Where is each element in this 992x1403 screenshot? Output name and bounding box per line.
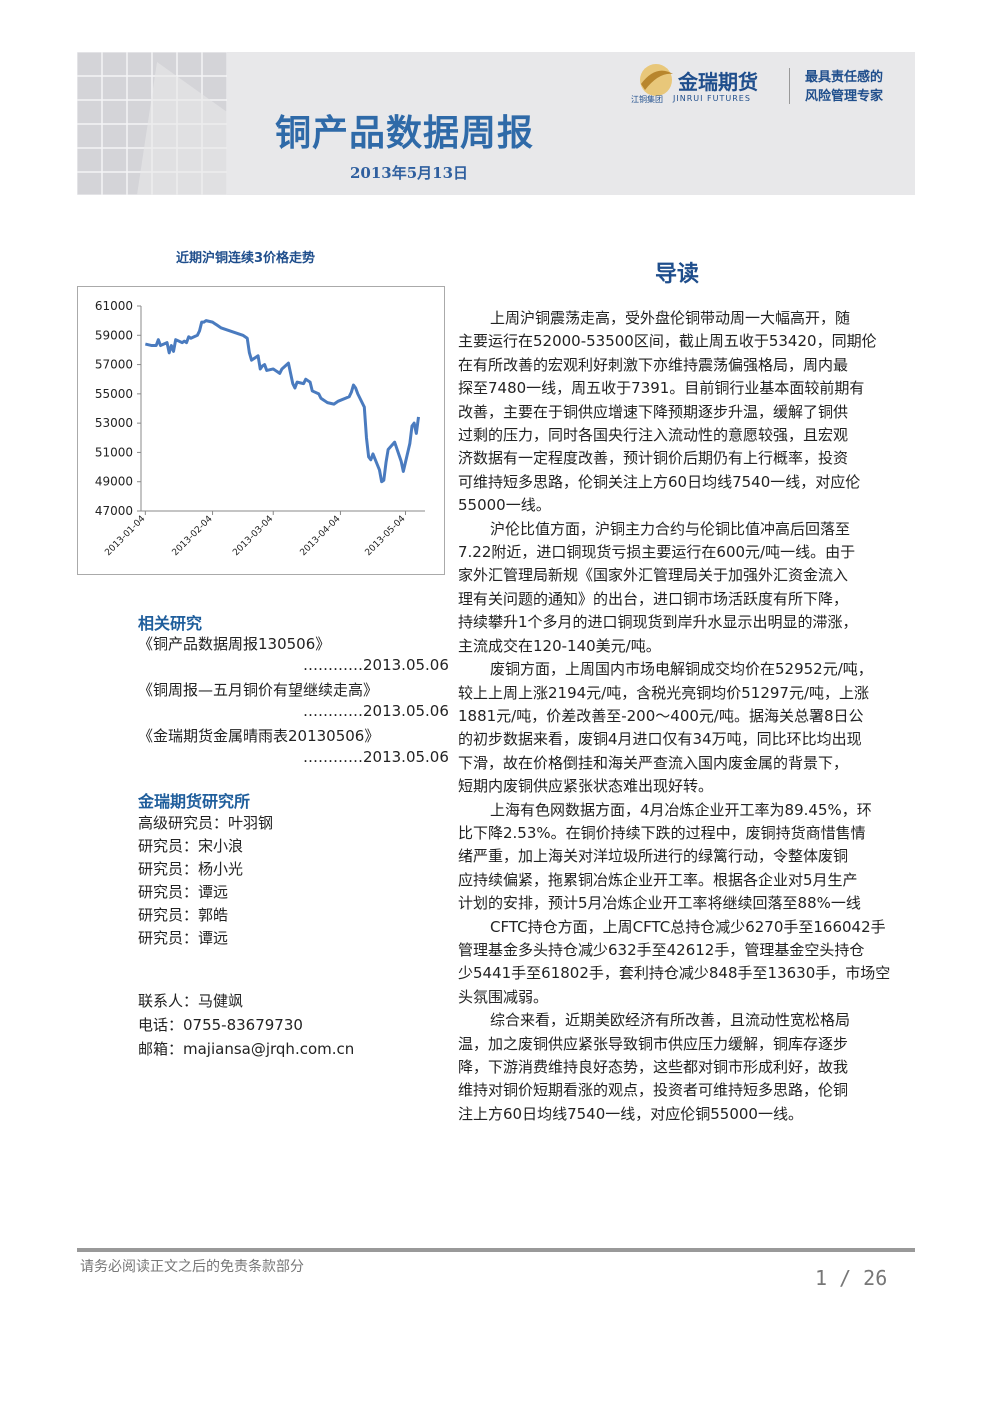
body-line: 过剩的压力，同时各国央行注入流动性的意愿较强，且宏观 [458,426,849,445]
body-line: 综合来看，近期美欧经济有所改善，且流动性宽松格局 [490,1011,851,1030]
member: 研究员：郭皓 [138,906,229,924]
chart-title: 近期沪铜连续3价格走势 [176,251,316,266]
member: 研究员：宋小浪 [138,837,244,855]
logo-icon [640,64,673,96]
footer-rule [77,1248,915,1252]
y-tick-label: 55000 [95,387,133,401]
body-line: 少5441手至61802手，套利持仓减少848手至13630手，市场空 [458,964,891,983]
body-line: 7.22附近，进口铜现货亏损主要运行在600元/吨一线。由于 [458,543,856,562]
report-title: 铜产品数据周报 [275,112,535,154]
body-line: 改善，主要在于铜供应增速下降预期逐步升温，缓解了铜供 [458,402,849,421]
y-tick-label: 49000 [95,475,133,489]
research-name: 《金瑞期货金属晴雨表20130506》 [138,727,380,745]
y-tick-label: 57000 [95,358,133,372]
body-line: 温，加之废铜供应紧张导致铜市供应压力缓解，铜库存逐步 [458,1034,849,1053]
body-line: 较上上周上涨2194元/吨，含税光亮铜均价51297元/吨，上涨 [458,683,870,702]
slogan: 风险管理专家 [805,89,884,104]
research-name: 《铜产品数据周报130506》 [138,635,331,653]
body-line: 的初步数据来看，废铜4月进口仅有34万吨，同比环比均出现 [458,730,862,749]
y-tick-label: 53000 [95,416,133,430]
body-line: 比下降2.53%。在铜价持续下跌的过程中，废铜持货商惜售情 [458,823,866,842]
body-line: 应持续偏紧，拖累铜冶炼企业开工率。根据各企业对5月生产 [458,870,858,889]
report-date: 2013年5月13日 [350,164,469,182]
y-tick-label: 47000 [95,504,133,518]
member: 研究员：杨小光 [138,860,244,878]
logo-english: JINRUI FUTURES [673,94,751,103]
body-line: 理有关问题的通知》的出台，进口铜市场活跃度有所下降， [458,589,849,608]
logo-group: 江铜集团 [631,95,663,104]
body-line: 注上方60日均线7540一线，对应伦铜55000一线。 [458,1104,803,1123]
body-line: 上海有色网数据方面，4月冶炼企业开工率为89.45%，环 [490,800,872,819]
logo-divider [789,68,790,104]
body-line: 探至7480一线，周五收于7391。目前铜行业基本面较前期有 [458,379,865,398]
body-line: 在有所改善的宏观利好刺激下亦维持震荡偏强格局，周内最 [458,355,849,374]
header-pattern [77,52,227,195]
research-date: …………2013.05.06 [303,656,449,674]
body-line: CFTC持仓方面，上周CFTC总持仓减少6270手至166042手 [490,917,886,936]
x-tick-label: 2013-01-04 [103,514,147,558]
body-line: 管理基金多头持仓减少632手至42612手，管理基金空头持仓 [458,940,865,959]
body-line: 废铜方面，上周国内市场电解铜成交均价在52952元/吨， [490,660,873,679]
body-line: 下滑，故在价格倒挂和海关严查流入国内废金属的背景下， [458,753,849,772]
chart: 47000 49000 51000 53000 55000 57000 59000 61000… [95,299,425,558]
section-title: 金瑞期货研究所 [138,792,251,811]
price-line [145,319,420,484]
x-tick-label: 2013-05-04 [364,514,408,558]
logo-name: 金瑞期货 [678,70,758,94]
chart-frame: 47000 49000 51000 53000 55000 57000 59000 61000… [77,286,445,575]
contact-line: 邮箱：majiansa@jrqh.com.cn [138,1040,355,1058]
section-title: 相关研究 [138,614,203,633]
body-line: 1881元/吨，价差改善至-200～400元/吨。据海关总署8日公 [458,706,864,725]
member: 研究员：谭远 [138,883,229,901]
y-tick-label: 51000 [95,445,133,459]
footer-note: 请务必阅读正文之后的免责条款部分 [80,1259,304,1275]
member: 高级研究员：叶羽钢 [138,814,274,832]
body-line: 头氛围减弱。 [458,987,549,1006]
header-band: 金瑞期货 江铜集团 JINRUI FUTURES 最具责任感的 风险管理专家 [77,52,915,195]
body-line: 可维持短多思路，伦铜关注上方60日均线7540一线，对应伦 [458,472,861,491]
body-line: 家外汇管理局新规《国家外汇管理局关于加强外汇资金流入 [458,566,849,585]
body-line: 沪伦比值方面，沪铜主力合约与伦铜比值冲高后回落至 [490,519,851,538]
research-date: …………2013.05.06 [303,748,449,766]
body-line: 持续攀升1个多月的进口铜现货到岸升水显示出明显的滞涨， [458,613,858,632]
body-line: 济数据有一定程度改善，预计铜价后期仍有上行概率，投资 [458,449,849,468]
body-line: 55000一线。 [458,496,551,515]
contact-line: 电话：0755-83679730 [138,1016,303,1034]
page-number: 1 / 26 [815,1266,888,1290]
body-line: 主要运行在52000-53500区间，截止周五收于53420，同期伦 [458,332,877,351]
research-name: 《铜周报—五月铜价有望继续走高》 [138,681,379,699]
x-tick-label: 2013-04-04 [299,514,343,558]
y-tick-label: 59000 [95,328,133,342]
body-line: 主流成交在120-140美元/吨。 [458,636,661,655]
contact-line: 联系人：马健飒 [138,992,244,1010]
x-tick-label: 2013-03-04 [231,514,275,558]
slogan: 最具责任感的 [805,70,884,85]
body-line: 计划的安排，预计5月冶炼企业开工率将继续回落至88%一线 [458,894,861,913]
body-line: 绪严重，加上海关对洋垃圾所进行的绿篱行动，令整体废铜 [458,847,849,866]
body-line: 维持对铜价短期看涨的观点，投资者可维持短多思路，伦铜 [458,1081,849,1100]
member: 研究员：谭远 [138,929,229,947]
research-date: …………2013.05.06 [303,702,449,720]
body-line: 上周沪铜震荡走高，受外盘伦铜带动周一大幅高开，随 [490,309,851,327]
body-line: 短期内废铜供应紧张状态难出现好转。 [458,777,714,796]
body-text: 上周沪铜震荡走高，受外盘伦铜带动周一大幅高开，随主要运行在52000-53500… [458,307,915,1126]
y-tick-label: 61000 [95,299,133,313]
body-line: 降，下游消费维持良好态势，这些都对铜市形成利好，故我 [458,1058,849,1076]
body-title: 导读 [655,261,700,287]
x-tick-label: 2013-02-04 [171,514,215,558]
